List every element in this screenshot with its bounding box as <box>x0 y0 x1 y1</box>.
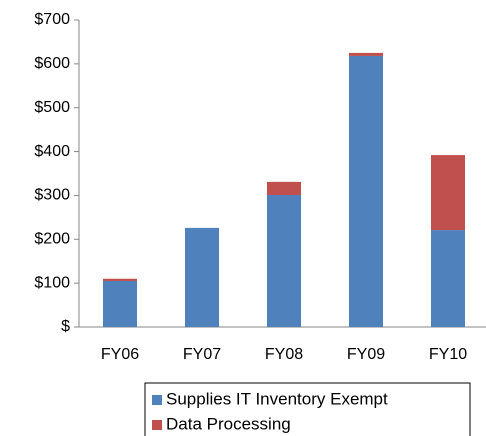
legend-swatch <box>152 395 162 405</box>
y-tick-label: $200 <box>34 231 70 248</box>
bar-segment <box>267 181 301 195</box>
y-tick-label: $100 <box>34 274 70 291</box>
legend-box <box>144 382 471 436</box>
bar-segment <box>349 55 383 327</box>
bar-segment <box>267 194 301 327</box>
bar-segment <box>349 52 383 56</box>
x-tick-label: FY09 <box>347 346 385 363</box>
legend-label: Supplies IT Inventory Exempt <box>166 389 388 408</box>
y-tick-label: $500 <box>34 99 70 116</box>
y-tick-label: $ <box>61 318 70 335</box>
x-tick-label: FY07 <box>183 346 221 363</box>
legend-label: Data Processing <box>166 414 291 433</box>
y-tick-label: $400 <box>34 143 70 160</box>
bar-segment <box>103 280 137 327</box>
x-tick-label: FY06 <box>101 346 139 363</box>
y-tick-label: $700 <box>34 11 70 28</box>
y-tick-label: $600 <box>34 55 70 72</box>
y-tick-label: $300 <box>34 187 70 204</box>
bar-segment <box>431 230 465 327</box>
x-tick-label: FY08 <box>265 346 303 363</box>
bar-segment <box>185 227 219 327</box>
x-tick-label: FY10 <box>429 346 467 363</box>
legend-swatch <box>152 420 162 430</box>
bar-segment <box>103 278 137 281</box>
bar-segment <box>431 155 465 231</box>
